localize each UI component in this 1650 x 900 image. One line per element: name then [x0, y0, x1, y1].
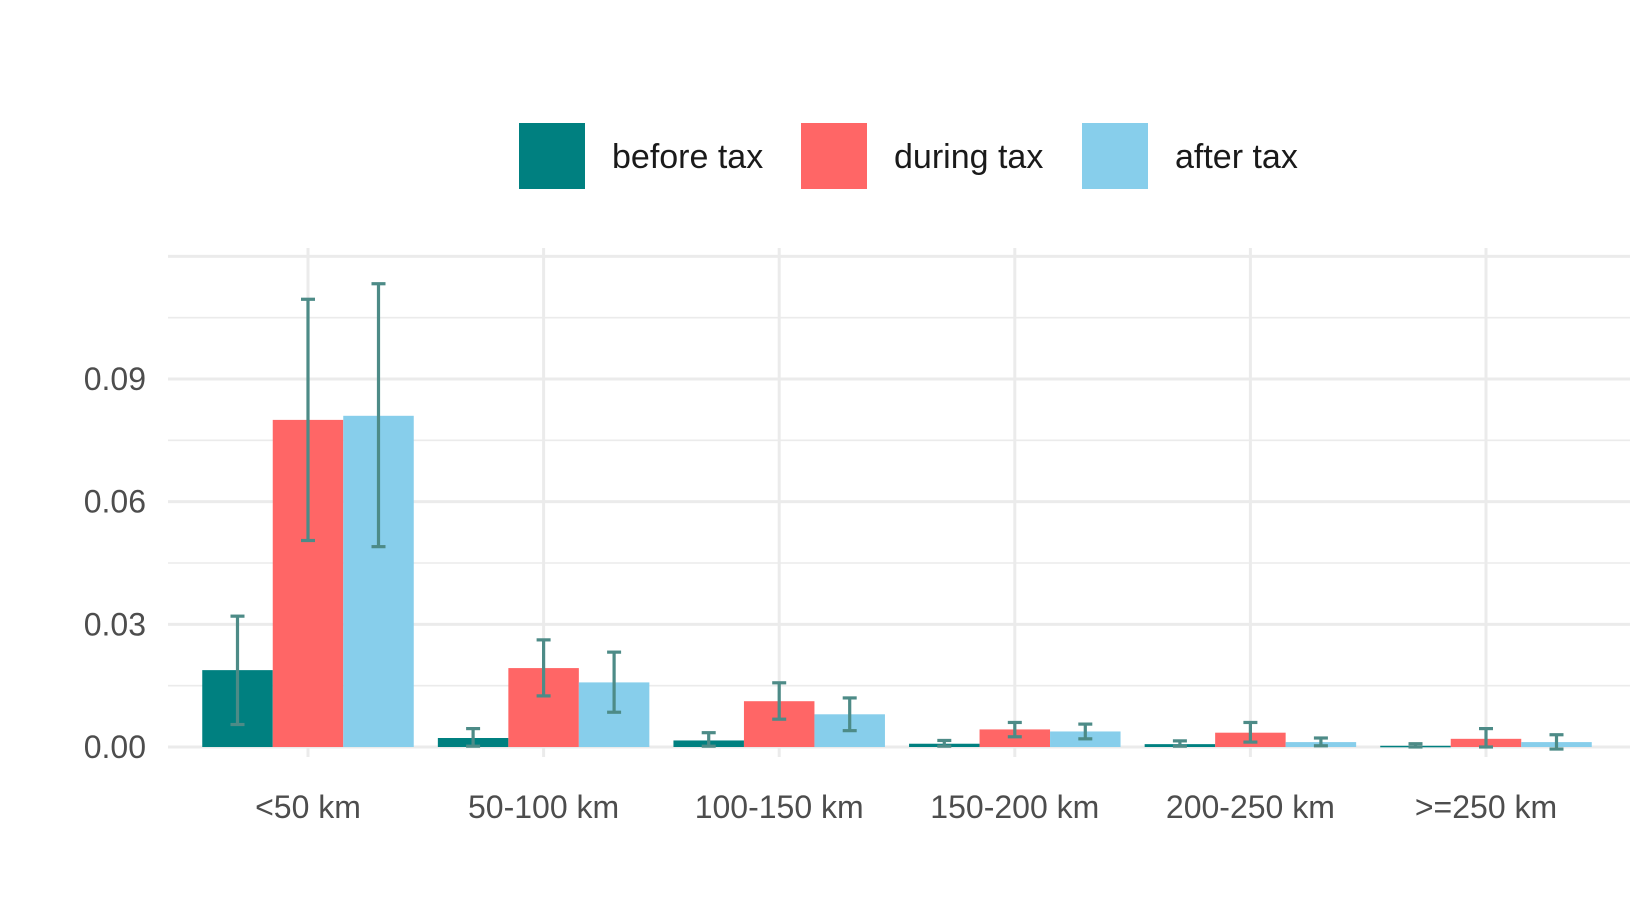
legend: before tax during tax after tax	[519, 123, 1298, 189]
y-tick-label: 0.06	[84, 484, 146, 520]
legend-label: during tax	[894, 138, 1043, 176]
legend-label: after tax	[1175, 138, 1298, 176]
y-tick-label: 0.00	[84, 729, 146, 765]
x-tick-label: 150-200 km	[930, 789, 1099, 825]
y-axis-tick-labels: 0.00 0.03 0.06 0.09	[84, 361, 146, 765]
x-tick-label: >=250 km	[1415, 789, 1557, 825]
y-tick-label: 0.03	[84, 606, 146, 642]
x-tick-label: <50 km	[255, 789, 361, 825]
x-tick-label: 50-100 km	[468, 789, 619, 825]
x-tick-label: 100-150 km	[695, 789, 864, 825]
bars	[202, 415, 1592, 748]
legend-key	[1082, 123, 1148, 189]
x-tick-label: 200-250 km	[1166, 789, 1335, 825]
legend-key	[519, 123, 585, 189]
y-tick-label: 0.09	[84, 361, 146, 397]
error-bars	[230, 282, 1564, 751]
legend-label: before tax	[612, 138, 763, 176]
x-axis-tick-labels: <50 km 50-100 km 100-150 km 150-200 km 200-2…	[255, 789, 1557, 825]
legend-key	[801, 123, 867, 189]
